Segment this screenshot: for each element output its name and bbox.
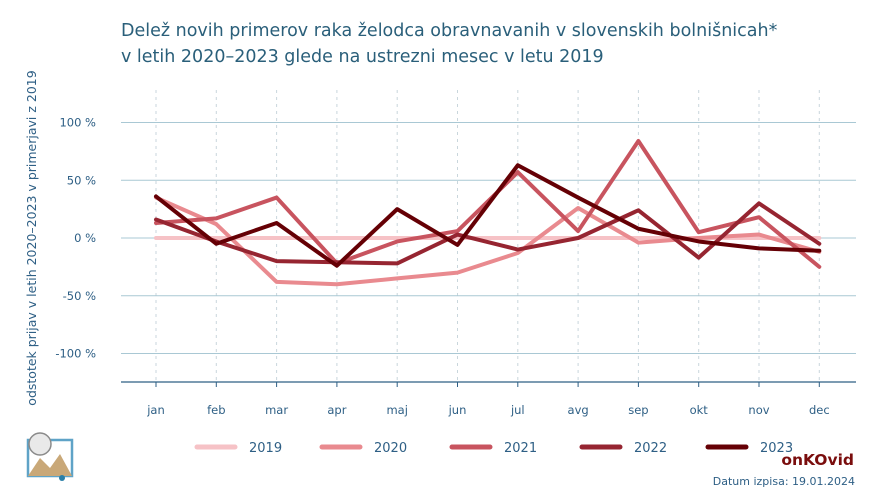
y-tick-label: 100 % — [59, 116, 96, 130]
series-line-2022 — [154, 201, 822, 266]
x-tick-label: feb — [207, 403, 225, 417]
x-tick-label: nov — [748, 403, 769, 417]
x-tick-label: jul — [510, 403, 525, 417]
x-tick-label: dec — [809, 403, 830, 417]
x-tick-label: mar — [265, 403, 288, 417]
y-tick-label: -100 % — [55, 347, 96, 361]
brand-label: onKOvid — [781, 451, 854, 469]
legend-label-2021: 2021 — [504, 441, 537, 456]
x-tick-label: jan — [146, 403, 165, 417]
x-tick-label: sep — [628, 403, 648, 417]
chart-title-line1: Delež novih primerov raka želodca obravn… — [121, 21, 778, 41]
legend-label-2023: 2023 — [760, 441, 793, 456]
x-tick-label: okt — [690, 403, 709, 417]
chart-title-line2: v letih 2020–2023 glede na ustrezni mese… — [121, 47, 604, 67]
series-line-2020 — [154, 195, 822, 287]
y-tick-label: 0 % — [74, 231, 96, 245]
x-tick-label: avg — [568, 403, 589, 417]
x-tick-label: maj — [386, 403, 407, 417]
series-line-2023 — [154, 163, 822, 268]
legend-label-2022: 2022 — [634, 441, 667, 456]
y-tick-label: -50 % — [63, 289, 96, 303]
series-line-2021 — [154, 138, 822, 269]
legend-label-2019: 2019 — [249, 441, 282, 456]
y-tick-label: 50 % — [67, 173, 96, 187]
onkovid-logo-icon — [22, 428, 78, 484]
x-tick-label: apr — [327, 403, 346, 417]
print-date: Datum izpisa: 19.01.2024 — [712, 475, 855, 488]
chart-title: Delež novih primerov raka želodca obravn… — [121, 18, 861, 70]
x-tick-label: jun — [448, 403, 467, 417]
y-axis-label: odstotek prijav v letih 2020–2023 v prim… — [24, 70, 39, 405]
legend-label-2020: 2020 — [374, 441, 407, 456]
